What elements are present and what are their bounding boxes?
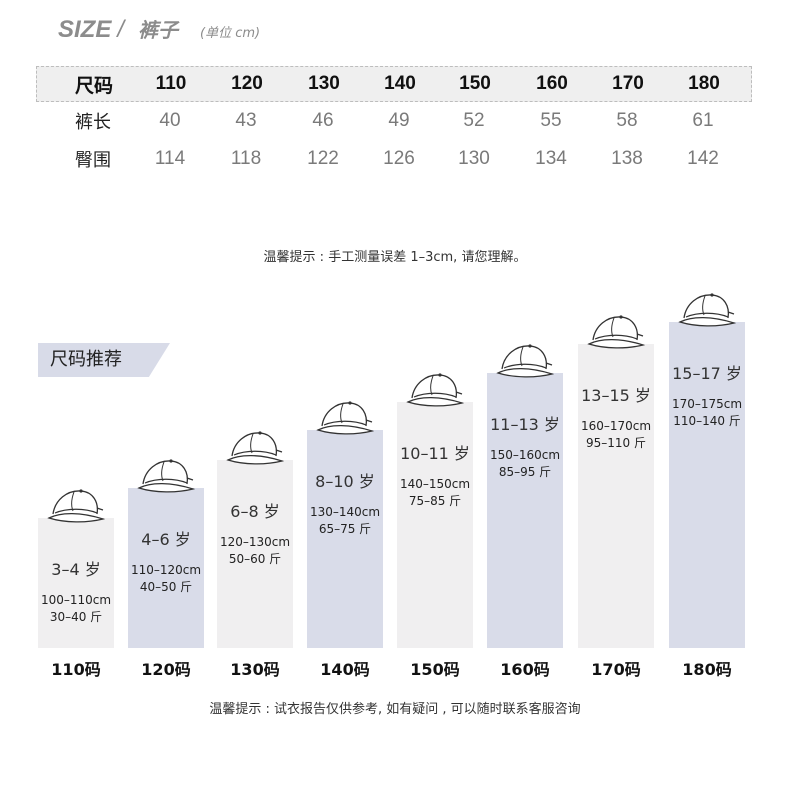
bar-age: 10–11 岁 [400, 444, 470, 463]
cap-icon [137, 456, 196, 496]
bar-weight: 85–95 斤 [498, 465, 552, 479]
bar-height: 140–150cm [399, 477, 471, 491]
size-value-cell: 134 [535, 148, 567, 169]
cap-icon [496, 341, 555, 381]
bar-age: 8–10 岁 [315, 472, 375, 491]
cap-icon [226, 428, 285, 468]
bar-weight: 95–110 斤 [586, 436, 646, 450]
size-bar: 10–11 岁 140–150cm 75–85 斤 [397, 373, 473, 648]
bar-size-label: 140码 [320, 660, 370, 679]
size-value-cell: 118 [230, 148, 262, 169]
bar-height: 130–140cm [309, 505, 381, 519]
size-header-cell: 140 [384, 73, 416, 94]
bar-size-label: 170码 [591, 660, 641, 679]
size-table-header: 尺码 110 120 130 140 150 160 170 180 [36, 66, 752, 102]
size-bar: 8–10 岁 130–140cm 65–75 斤 [307, 401, 383, 648]
size-table-row: 裤长 40 43 46 49 52 55 58 61 [36, 102, 752, 140]
size-value-cell: 122 [307, 148, 339, 169]
size-title: SIZE [58, 16, 112, 43]
recommend-title: 尺码推荐 [50, 349, 122, 370]
size-bar: 3–4 岁 100–110cm 30–40 斤 [38, 489, 114, 648]
size-bar: 15–17 岁 170–175cm 110–140 斤 [669, 293, 745, 648]
size-header-cell: 120 [231, 73, 263, 94]
bar-weight: 30–40 斤 [49, 610, 103, 624]
bar-age: 3–4 岁 [51, 560, 101, 579]
size-value-cell: 46 [312, 110, 334, 131]
bar-height: 160–170cm [580, 419, 652, 433]
bar-age: 6–8 岁 [230, 502, 280, 521]
bar-height: 100–110cm [40, 593, 112, 607]
bar-weight: 110–140 斤 [673, 414, 741, 428]
report-tip: 温馨提示 : 试衣报告仅供参考, 如有疑问 , 可以随时联系客服咨询 [209, 702, 581, 717]
title-slash: / [117, 16, 125, 43]
size-bar: 11–13 岁 150–160cm 85–95 斤 [487, 344, 563, 648]
cap-icon [316, 398, 375, 438]
size-header-cell: 130 [308, 73, 340, 94]
size-header-cell: 180 [688, 73, 720, 94]
unit-note: (单位 cm) [200, 26, 261, 41]
cap-icon [47, 486, 106, 526]
bar-weight: 75–85 斤 [408, 494, 462, 508]
bar-size-label: 150码 [410, 660, 460, 679]
bar-height: 150–160cm [489, 448, 561, 462]
size-bar: 6–8 岁 120–130cm 50–60 斤 [217, 431, 293, 648]
size-value-cell: 142 [687, 148, 719, 169]
bar-size-label: 160码 [500, 660, 550, 679]
bar-size-label: 180码 [682, 660, 732, 679]
size-value-cell: 55 [540, 110, 562, 131]
size-header-cell: 110 [155, 73, 187, 94]
bar-size-label: 120码 [141, 660, 191, 679]
bar-age: 11–13 岁 [490, 415, 560, 434]
cap-icon [406, 370, 465, 410]
size-header-cell: 160 [536, 73, 568, 94]
size-value-cell: 52 [463, 110, 485, 131]
size-value-cell: 126 [383, 148, 415, 169]
size-header-label: 尺码 [74, 74, 113, 97]
size-row-label: 裤长 [75, 112, 111, 133]
garment-title: 裤子 [138, 18, 179, 42]
bar-size-label: 130码 [230, 660, 280, 679]
size-table: 尺码 110 120 130 140 150 160 170 180 裤长 40 43 46 49 52 55… [36, 66, 752, 178]
size-value-cell: 138 [611, 148, 643, 169]
size-table-row: 臀围 114 118 122 126 130 134 138 142 [36, 140, 752, 178]
bar-weight: 65–75 斤 [318, 522, 372, 536]
size-value-cell: 130 [458, 148, 490, 169]
bar-weight: 50–60 斤 [228, 552, 282, 566]
size-value-cell: 43 [235, 110, 257, 131]
size-value-cell: 40 [159, 110, 181, 131]
size-value-cell: 114 [154, 148, 186, 169]
size-value-cell: 61 [692, 110, 714, 131]
bar-height: 110–120cm [130, 563, 202, 577]
size-value-cell: 49 [388, 110, 410, 131]
size-header-cell: 150 [459, 73, 491, 94]
recommend-banner: 尺码推荐 [38, 343, 170, 377]
size-header: SIZE / 裤子 (单位 cm) [58, 14, 260, 44]
bar-weight: 40–50 斤 [139, 580, 193, 594]
bar-age: 4–6 岁 [141, 530, 191, 549]
bar-height: 120–130cm [219, 535, 291, 549]
cap-icon [587, 312, 646, 352]
measure-tip: 温馨提示 : 手工测量误差 1–3cm, 请您理解。 [263, 250, 527, 265]
size-header-cell: 170 [612, 73, 644, 94]
bar-age: 15–17 岁 [672, 364, 742, 383]
bar-age: 13–15 岁 [581, 386, 651, 405]
size-bar: 4–6 岁 110–120cm 40–50 斤 [128, 459, 204, 648]
size-row-label: 臀围 [75, 150, 111, 171]
size-value-cell: 58 [616, 110, 638, 131]
bar-height: 170–175cm [671, 397, 743, 411]
size-bar: 13–15 岁 160–170cm 95–110 斤 [578, 315, 654, 648]
cap-icon [678, 290, 737, 330]
bar-size-label: 110码 [51, 660, 101, 679]
